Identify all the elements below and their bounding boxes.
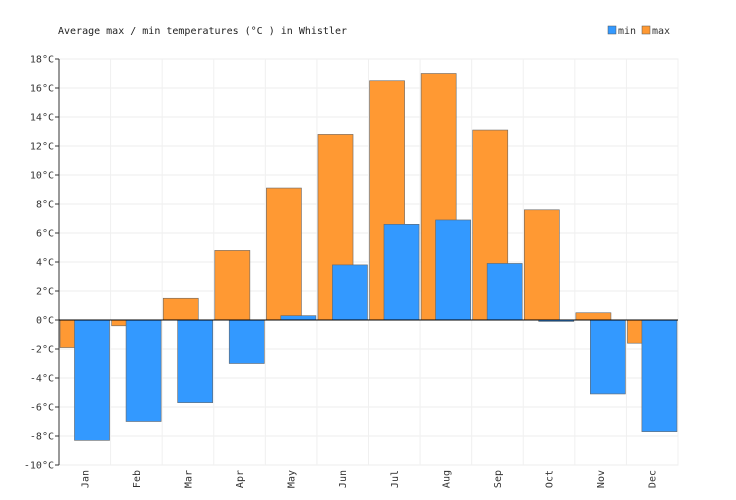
y-tick-label: 4°C	[36, 258, 54, 269]
y-tick-label: 16°C	[30, 84, 54, 95]
x-tick-label: Mar	[183, 470, 194, 488]
bar-max	[575, 312, 612, 321]
bar-min	[228, 319, 265, 364]
bar-min	[641, 319, 678, 432]
y-tick-label: 8°C	[36, 200, 54, 211]
bars	[59, 73, 678, 441]
y-tick-label: -4°C	[30, 374, 54, 385]
x-tick-labels: Jan Feb Mar Apr May Jun Jul Aug Sep Oct Nov Dec	[80, 470, 658, 488]
y-tick-labels: -10°C -8°C -6°C -4°C -2°C 0°C 2°C 4°C 6°C 8°C 10°C…	[24, 55, 59, 472]
y-tick-label: 12°C	[30, 142, 54, 153]
bar-min	[486, 263, 523, 321]
bar-min	[590, 319, 626, 395]
x-tick-label: Sep	[493, 470, 504, 488]
x-tick-label: Jun	[338, 470, 349, 488]
y-tick-label: 14°C	[30, 113, 54, 124]
bar-min	[332, 264, 368, 321]
bar-max	[523, 209, 560, 321]
y-tick-label: -10°C	[24, 461, 54, 472]
y-tick-label: -8°C	[30, 432, 54, 443]
x-tick-label: Nov	[596, 470, 607, 488]
y-tick-label: 0°C	[36, 316, 54, 327]
y-tick-label: 10°C	[30, 171, 54, 182]
bar-min	[125, 319, 162, 422]
x-tick-label: Apr	[235, 470, 246, 488]
legend: min max	[607, 25, 670, 37]
bar-min	[280, 315, 317, 321]
y-tick-label: 2°C	[36, 287, 54, 298]
y-tick-label: 18°C	[30, 55, 54, 66]
y-tick-label: 6°C	[36, 229, 54, 240]
legend-min-swatch	[607, 25, 617, 35]
legend-min-label: min	[618, 26, 636, 37]
x-tick-label: Oct	[545, 470, 556, 488]
bar-max	[162, 297, 199, 321]
x-tick-label: Jan	[80, 470, 91, 488]
x-tick-label: Aug	[441, 470, 452, 488]
bar-min	[74, 319, 110, 441]
bar-max	[214, 250, 251, 321]
grid	[58, 58, 679, 466]
bar-max	[266, 187, 302, 321]
x-tick-label: May	[287, 470, 298, 488]
x-tick-label: Jul	[390, 470, 401, 488]
legend-max-label: max	[652, 26, 670, 37]
x-tick-label: Dec	[648, 470, 659, 488]
x-tick-label: Feb	[132, 470, 143, 488]
bar-min	[383, 224, 420, 321]
legend-max-swatch	[641, 25, 651, 35]
chart-title: Average max / min temperatures (°C ) in …	[58, 26, 347, 37]
y-tick-label: -6°C	[30, 403, 54, 414]
bar-min	[435, 219, 471, 321]
bar-min	[177, 319, 214, 403]
y-tick-label: -2°C	[30, 345, 54, 356]
